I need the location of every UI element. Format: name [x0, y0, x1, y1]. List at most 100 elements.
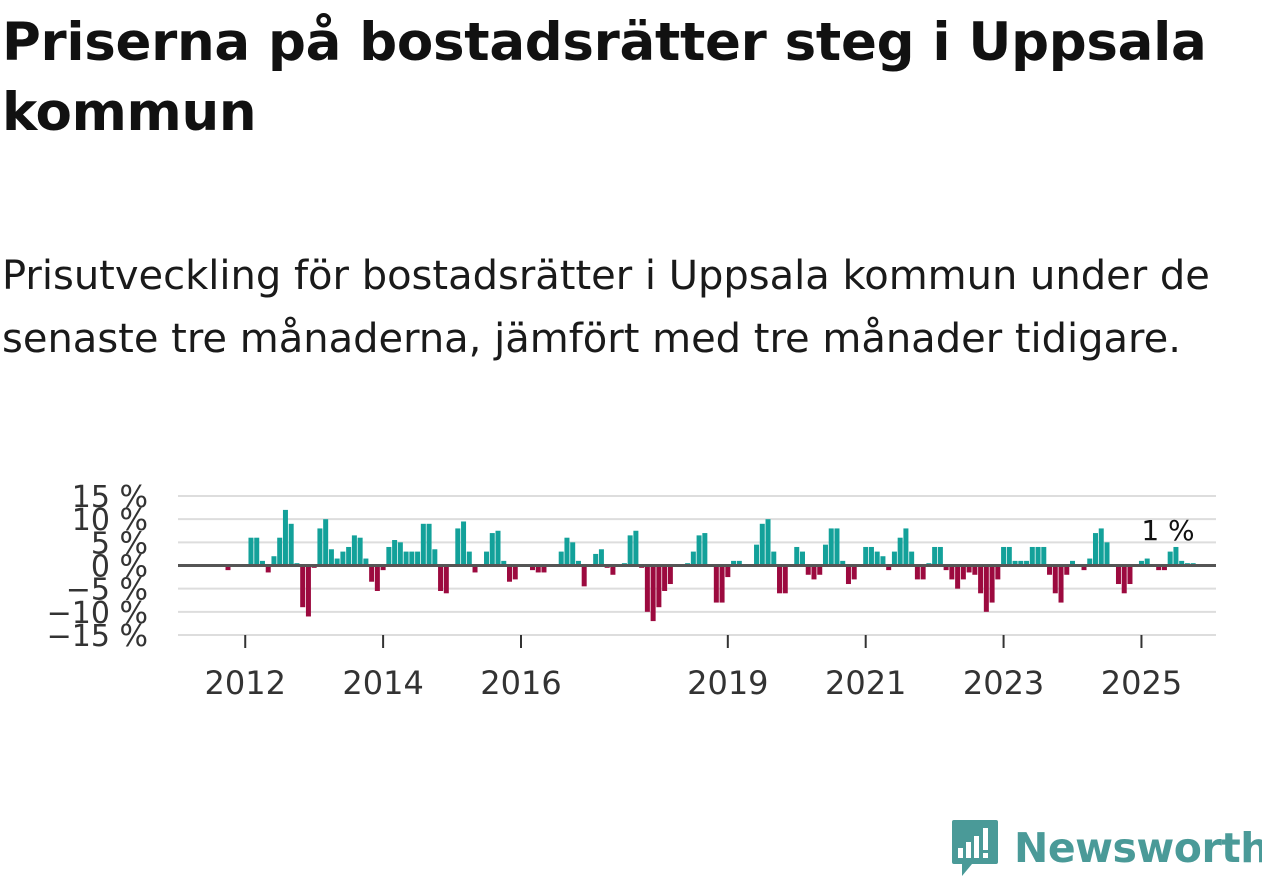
bar	[277, 537, 283, 566]
y-tick-label: −5 %	[66, 573, 148, 608]
last-value-label: 1 %	[1141, 514, 1194, 547]
bar	[1018, 560, 1024, 566]
bar	[702, 533, 708, 566]
bar	[845, 565, 851, 585]
bar	[466, 551, 472, 566]
bar	[1029, 546, 1035, 566]
bar	[765, 519, 771, 566]
bar	[598, 549, 604, 566]
bar	[627, 535, 633, 566]
brand-name: Newsworthy	[1014, 824, 1262, 872]
bar	[777, 565, 783, 594]
newsworthy-logo-icon	[952, 820, 998, 876]
x-tick-label: 2012	[205, 664, 286, 702]
bar	[363, 558, 369, 566]
bar	[392, 540, 398, 566]
bar	[914, 565, 920, 580]
bar	[288, 523, 294, 566]
bar	[1167, 551, 1173, 566]
chart-title: Priserna på bostadsrätter steg i Uppsala…	[2, 12, 1207, 143]
bar	[822, 544, 828, 566]
bar	[455, 528, 461, 566]
x-tick-label: 2014	[342, 664, 423, 702]
brand-logo: Newsworthy	[950, 818, 1262, 878]
bar	[633, 530, 639, 566]
bar	[507, 565, 512, 582]
bar	[644, 565, 650, 612]
bar	[570, 542, 576, 566]
bar	[409, 551, 415, 566]
bar	[1012, 560, 1018, 566]
bar	[1104, 542, 1110, 566]
bar	[254, 537, 260, 566]
bar	[995, 565, 1001, 580]
bar	[725, 565, 731, 578]
bar	[1115, 565, 1121, 585]
bar	[713, 565, 719, 603]
bar	[328, 549, 334, 566]
x-tick-label: 2016	[480, 664, 561, 702]
bar	[989, 565, 995, 603]
bar	[265, 565, 271, 573]
bar	[880, 556, 886, 566]
bar	[461, 521, 467, 566]
bar	[1092, 533, 1098, 566]
bar	[932, 546, 938, 566]
bar	[564, 537, 570, 566]
bar	[794, 546, 800, 566]
bar	[581, 565, 587, 587]
bar	[960, 565, 966, 580]
bar	[1138, 560, 1144, 566]
bar	[317, 528, 323, 566]
bar	[805, 565, 811, 575]
bar	[575, 560, 581, 566]
y-tick-label: −10 %	[47, 596, 148, 631]
y-tick-label: −15 %	[47, 619, 148, 654]
bar	[558, 551, 564, 566]
x-tick-label: 2019	[687, 664, 768, 702]
bar	[1127, 565, 1133, 585]
x-axis: 2012 2014 2016 2019 2021 2023 2025	[205, 635, 1182, 702]
bar	[529, 565, 535, 571]
bar	[667, 565, 673, 585]
x-tick-label: 2023	[963, 664, 1044, 702]
bar	[1144, 558, 1150, 566]
bar	[863, 546, 869, 566]
bar	[978, 565, 984, 594]
bar	[271, 556, 277, 566]
bar	[484, 551, 490, 566]
bar	[1087, 558, 1093, 566]
bar	[656, 565, 662, 608]
bar	[736, 560, 742, 566]
bar	[897, 537, 903, 566]
bar	[351, 535, 357, 566]
bar	[374, 565, 380, 591]
bar	[1024, 560, 1030, 566]
bar	[334, 558, 340, 566]
bar	[415, 551, 421, 566]
y-axis: 15 %10 %5 %0 %−5 %−10 %−15 %	[47, 480, 148, 654]
bar	[851, 565, 857, 580]
bar	[443, 565, 449, 594]
x-tick-label: 2021	[825, 664, 906, 702]
y-tick-label: 10 %	[72, 503, 148, 538]
bar	[1006, 546, 1012, 566]
bar	[690, 551, 696, 566]
bar	[1001, 546, 1007, 566]
bars	[225, 509, 1196, 622]
bar	[1058, 565, 1064, 603]
bar	[593, 553, 599, 566]
bar	[1064, 565, 1070, 575]
bar	[1121, 565, 1127, 594]
bar	[340, 551, 346, 566]
bar	[489, 533, 495, 566]
bar	[886, 565, 892, 571]
bar	[1047, 565, 1053, 575]
bar-chart: 15 %10 %5 %0 %−5 %−10 %−15 % 2012 2014 201…	[47, 480, 1216, 702]
bar	[432, 549, 438, 566]
bar	[966, 565, 972, 573]
bar	[731, 560, 737, 566]
bar	[1179, 560, 1185, 566]
bar	[983, 565, 989, 612]
bar	[380, 565, 386, 571]
